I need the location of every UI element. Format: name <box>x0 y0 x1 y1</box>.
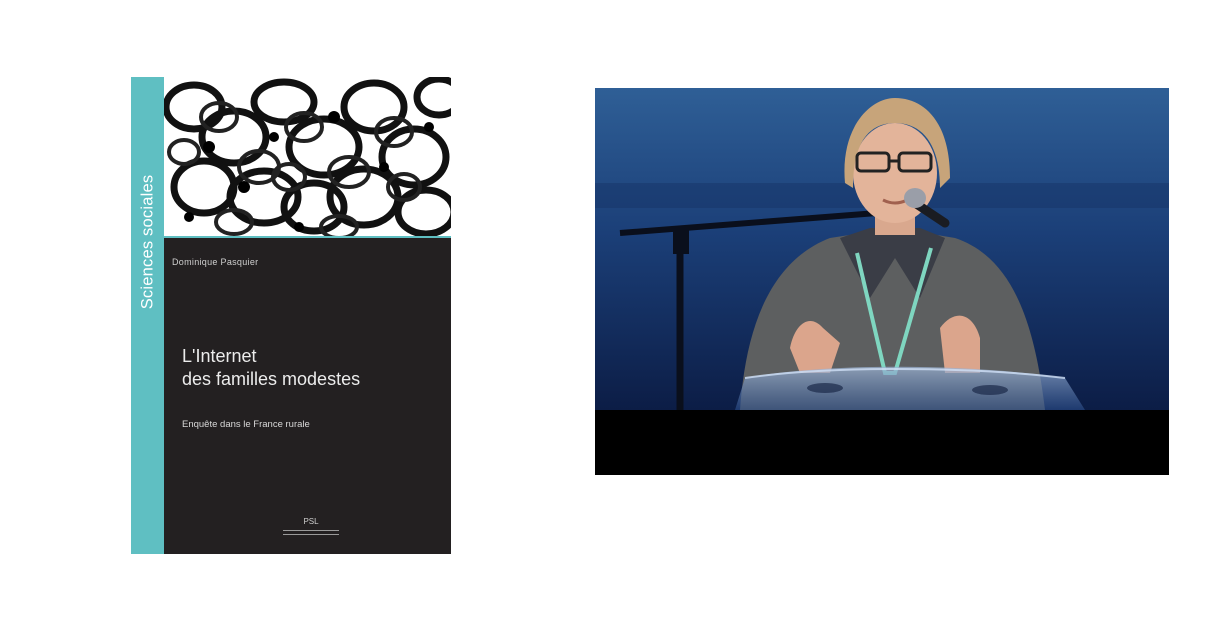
book-subtitle: Enquête dans le France rurale <box>182 419 310 430</box>
book-author: Dominique Pasquier <box>172 257 259 267</box>
publisher-logo: PSL <box>281 517 341 541</box>
book-spine: Sciences sociales <box>131 77 164 554</box>
series-label: Sciences sociales <box>138 174 157 310</box>
cover-divider <box>164 236 451 238</box>
speaker-at-podium-icon <box>595 88 1169 475</box>
cover-artwork <box>164 77 451 237</box>
speaker-video-frame <box>595 88 1169 475</box>
book-cover: Sciences sociales <box>131 77 451 554</box>
book-title: L'Internet des familles modestes <box>182 345 360 391</box>
publisher-mark: PSL <box>303 517 319 526</box>
book-title-line1: L'Internet <box>182 346 257 366</box>
publisher-rule <box>283 530 339 535</box>
book-title-line2: des familles modestes <box>182 369 361 389</box>
